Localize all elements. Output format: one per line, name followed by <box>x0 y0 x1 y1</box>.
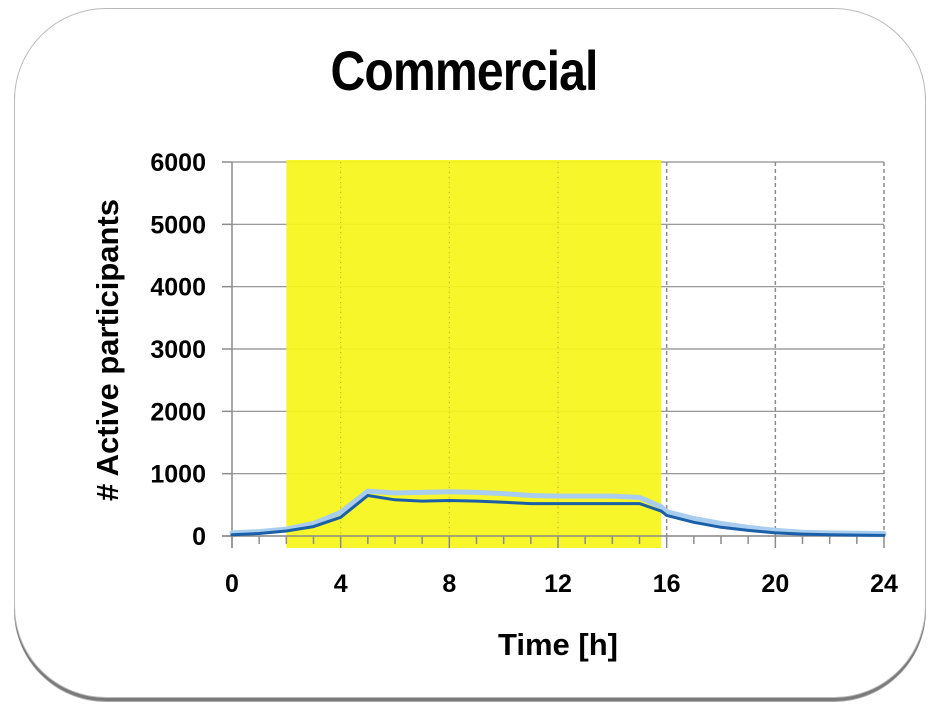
series-layer <box>229 488 887 537</box>
chart-title: Commercial <box>330 39 598 102</box>
x-tick-label: 24 <box>870 570 898 598</box>
x-tick-label: 4 <box>334 570 348 598</box>
axis-layer <box>222 161 885 548</box>
series-line <box>229 488 887 536</box>
x-tick-label: 20 <box>761 570 789 598</box>
x-tick-label: 8 <box>442 570 456 598</box>
highlight-band <box>286 160 662 548</box>
x-axis-label: Time [h] <box>498 627 618 662</box>
y-axis-label: # Active participants <box>90 199 125 501</box>
x-tick-label: 16 <box>653 570 681 598</box>
y-tick-label: 5000 <box>150 211 206 239</box>
y-tick-label: 2000 <box>150 398 206 426</box>
y-tick-label: 0 <box>192 523 206 551</box>
y-tick-label: 3000 <box>150 336 206 364</box>
series-line <box>230 494 886 537</box>
y-tick-label: 1000 <box>150 461 206 489</box>
tick-label-layer: 0 1000 2000 3000 4000 5000 6000 0 4 8 12 16 20 24 <box>150 149 898 598</box>
y-tick-label: 6000 <box>150 149 206 177</box>
x-tick-label: 0 <box>225 570 239 598</box>
x-tick-label: 12 <box>544 570 572 598</box>
y-tick-label: 4000 <box>150 274 206 302</box>
